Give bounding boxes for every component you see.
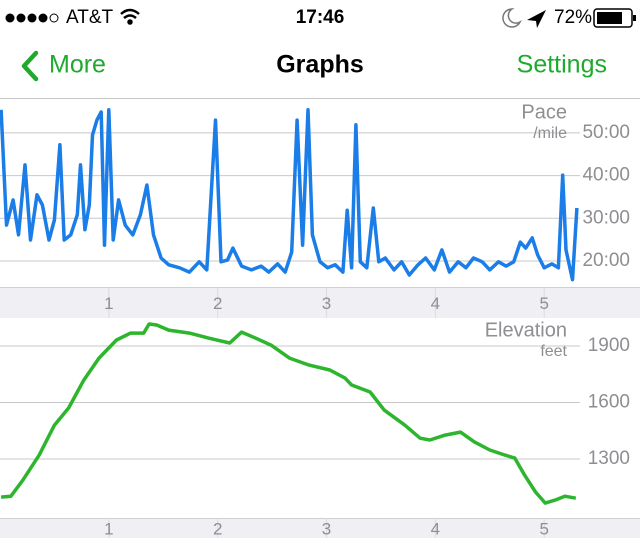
moon-icon [502,8,522,28]
chart-unit: feet [540,343,567,360]
back-chevron[interactable] [21,50,39,82]
time: 17:46 [296,7,345,28]
carrier: AT&T [66,7,114,28]
x-tick-label: 1 [104,294,113,313]
x-tick-label: 2 [213,294,222,313]
chart-title: Pace [521,101,567,123]
nav-title: Graphs [276,51,364,79]
x-tick-label: 5 [539,294,548,313]
y-tick-label: 1600 [588,392,630,413]
y-tick-label: 20:00 [582,250,630,271]
back-button[interactable]: More [49,51,106,79]
location-icon [527,10,546,28]
y-tick-label: 40:00 [582,165,630,186]
y-tick-label: 50:00 [582,122,630,143]
x-tick-label: 3 [322,519,331,538]
x-tick-label: 4 [431,294,440,313]
chart-unit: /mile [533,125,567,142]
x-axis-band [0,287,640,318]
x-tick-label: 3 [322,294,331,313]
data-line [0,322,577,505]
y-tick-label: 30:00 [582,207,630,228]
x-tick-label: 5 [539,519,548,538]
battery-icon [593,8,636,28]
settings-button[interactable]: Settings [517,51,607,79]
data-line [0,108,579,282]
x-tick-label: 1 [104,519,113,538]
wifi-icon [120,8,140,25]
x-axis-band [0,518,640,538]
x-tick-label: 2 [213,519,222,538]
y-tick-label: 1300 [588,448,630,469]
battery-text: 72% [554,7,592,28]
signal [5,13,59,23]
x-tick-label: 4 [431,519,440,538]
chart-title: Elevation [485,319,567,341]
y-tick-label: 1900 [588,335,630,356]
